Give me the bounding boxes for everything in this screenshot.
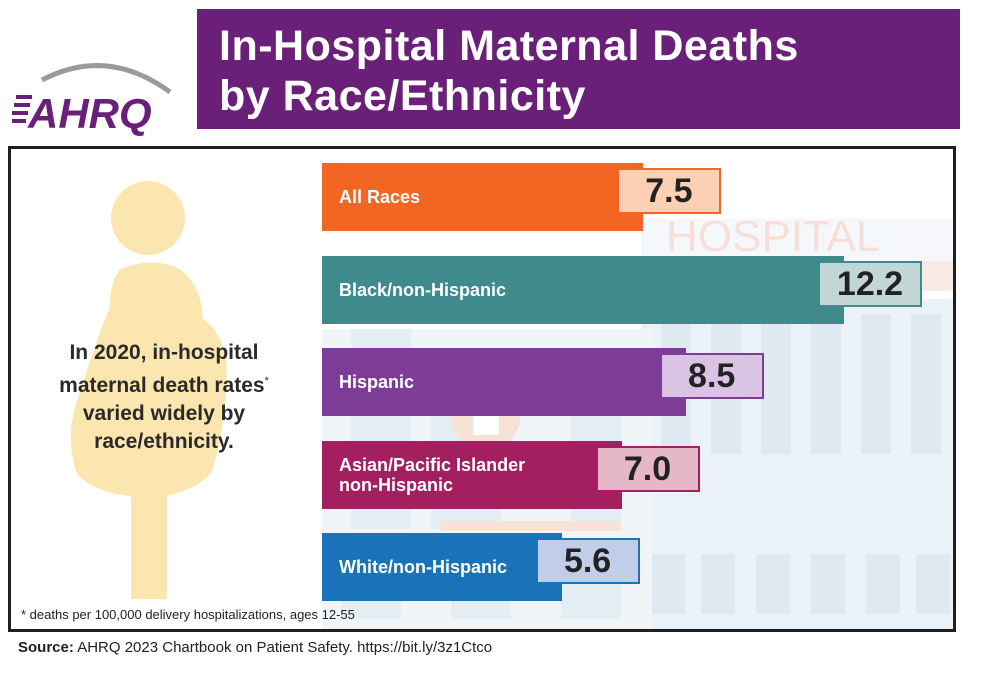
chart-caption: In 2020, in-hospital maternal death rate… [29, 339, 299, 456]
bar-value-label: 8.5 [659, 353, 764, 399]
bar-category-label: Black/non-Hispanic [339, 279, 507, 300]
bar: Black/non-Hispanic 12.2 [322, 255, 922, 324]
source-citation: Source: AHRQ 2023 Chartbook on Patient S… [18, 639, 492, 656]
footnote: * deaths per 100,000 delivery hospitaliz… [21, 607, 355, 622]
bar-value-label: 5.6 [535, 538, 640, 584]
bar: Asian/Pacific Islander non-Hispanic 7.0 [322, 440, 700, 509]
bar-category-label: White/non-Hispanic [339, 557, 507, 577]
title-line-1: In-Hospital Maternal Deaths [219, 22, 799, 70]
pregnant-woman-icon [70, 181, 227, 599]
source-label: Source: [18, 639, 74, 656]
caption-text: In 2020, in-hospital maternal death rate… [59, 341, 265, 397]
ahrq-logo: AHRQ [12, 63, 172, 138]
bar: All Races 7.5 [322, 163, 721, 231]
bar-category-label: Hispanic [339, 372, 415, 392]
bar-chart: All Races 7.5 Black/non-Hispanic 12.2 Hispan… [11, 149, 953, 629]
bar-category-label: Asian/Pacific Islander non-Hispanic [339, 454, 526, 495]
title-banner: In-Hospital Maternal Deaths by Race/Ethn… [197, 9, 960, 129]
bar-category-label: All Races [339, 187, 421, 207]
page-title: In-Hospital Maternal Deaths by Race/Ethn… [219, 21, 799, 121]
bar-value-label: 7.5 [616, 168, 721, 214]
logo-text: AHRQ [27, 90, 152, 138]
bar-value-label: 7.0 [595, 445, 700, 492]
source-text: AHRQ 2023 Chartbook on Patient Safety. h… [73, 639, 493, 656]
caption-footnote-marker: * [264, 375, 269, 387]
bar: Hispanic 8.5 [322, 348, 764, 416]
title-line-2: by Race/Ethnicity [219, 72, 586, 120]
chart-panel: HOSPITAL [8, 146, 956, 632]
bar: White/non-Hispanic 5.6 [322, 533, 640, 601]
caption-text-2: varied widely by race/ethnicity. [82, 402, 246, 453]
hospital-sign: HOSPITAL [666, 212, 880, 261]
bar-value-label: 12.2 [818, 260, 922, 307]
